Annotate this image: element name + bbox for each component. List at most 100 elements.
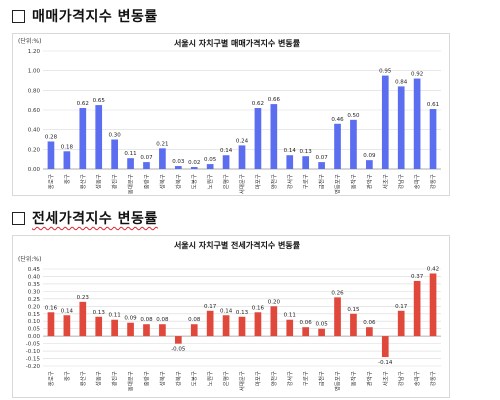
sale-y-tick-label: 0.20 (28, 147, 41, 153)
jeonse-x-tick-label: 동작구 (350, 371, 357, 386)
sale-x-tick-label: 강북구 (175, 174, 182, 189)
jeonse-y-tick-label: 0.45 (28, 267, 41, 273)
sale-bar (222, 155, 230, 169)
sale-x-tick-label: 도봉구 (191, 174, 198, 189)
sale-x-tick-label: 중랑구 (143, 174, 150, 189)
jeonse-data-label: 0.17 (204, 304, 217, 310)
jeonse-data-label: 0.13 (93, 310, 106, 316)
sale-bar (190, 167, 198, 169)
jeonse-data-label: 0.42 (427, 266, 439, 272)
sale-bar (159, 148, 166, 169)
sale-data-label: 0.05 (204, 157, 217, 163)
sale-y-tick-label: 0.40 (28, 128, 41, 134)
sale-data-label: 0.07 (315, 155, 328, 161)
sale-y-tick-label: 1.20 (28, 49, 41, 55)
jeonse-x-tick-label: 마포구 (254, 371, 262, 386)
jeonse-y-tick-label: -0.10 (26, 349, 41, 355)
jeonse-chart-frame: 서울시 자치구별 전세가격지수 변동률 (단위:%) -0.20 -0.15 -0.10… (12, 235, 450, 398)
sale-chart-title: 서울시 자치구별 매매가격지수 변동률 (174, 38, 301, 48)
sale-bar (397, 86, 405, 169)
sale-x-tick-label: 서초구 (381, 174, 389, 189)
jeonse-bar (127, 322, 134, 337)
jeonse-data-label: 0.08 (156, 317, 169, 323)
sale-bar (127, 158, 134, 169)
jeonse-x-tick-label: 양천구 (270, 371, 278, 386)
jeonse-x-tick-label: 송파구 (413, 371, 421, 386)
sale-chart-svg: 서울시 자치구별 매매가격지수 변동률 (단위:%) 0.00 0.20 0.40 0.6… (18, 37, 441, 194)
sale-x-tick-label: 서대문구 (238, 174, 246, 194)
sale-bar (111, 139, 118, 169)
sale-bar (286, 155, 294, 169)
jeonse-y-tick-label: -0.15 (26, 357, 41, 363)
jeonse-data-label: 0.14 (220, 308, 233, 314)
sale-data-label: 0.62 (252, 101, 264, 107)
jeonse-x-tick-label: 영등포구 (334, 371, 342, 391)
sale-data-label: 0.14 (220, 148, 233, 154)
jeonse-y-tick-label: -0.05 (26, 342, 41, 348)
jeonse-data-label: 0.16 (252, 305, 265, 311)
jeonse-data-label: 0.11 (284, 313, 296, 319)
sale-data-label: 0.50 (347, 113, 360, 119)
sale-x-tick-label: 양천구 (270, 174, 278, 189)
sale-bar (79, 108, 87, 169)
sale-y-tick-label: 0.60 (28, 108, 41, 114)
jeonse-x-tick-label: 성동구 (95, 371, 103, 386)
jeonse-y-tick-label: 0.35 (28, 282, 41, 288)
sale-data-label: 0.92 (411, 72, 423, 78)
sale-x-tick-label: 성북구 (158, 174, 166, 189)
jeonse-data-label: 0.17 (395, 304, 408, 310)
jeonse-bar (159, 324, 166, 337)
jeonse-data-label: 0.06 (363, 320, 376, 326)
jeonse-bar (238, 316, 246, 337)
sale-bar (206, 164, 214, 169)
sale-y-tick-label: 0.00 (28, 167, 41, 173)
sale-section-heading: 매매가격지수 변동률 (12, 6, 158, 26)
jeonse-y-tick-label: 0.20 (28, 304, 41, 310)
jeonse-data-label: 0.14 (61, 308, 74, 314)
jeonse-y-tick-label: 0.25 (28, 297, 41, 303)
jeonse-x-tick-label: 동대문구 (127, 371, 135, 391)
sale-x-tick-label: 동대문구 (127, 174, 135, 194)
sale-y-tick-label: 0.80 (28, 88, 41, 94)
sale-data-label: 0.65 (93, 98, 106, 104)
sale-data-label: 0.46 (331, 117, 344, 123)
jeonse-bar (63, 315, 71, 337)
sale-bar (334, 123, 341, 169)
jeonse-data-label: 0.08 (188, 317, 201, 323)
sale-data-label: 0.18 (61, 144, 74, 150)
sale-x-tick-label: 노원구 (206, 174, 214, 189)
jeonse-y-tick-label: -0.20 (26, 364, 41, 370)
sale-bar (63, 151, 71, 169)
sale-x-tick-label: 관악구 (365, 174, 373, 189)
sale-x-tick-label: 용산구 (79, 174, 87, 189)
sale-x-tick-label: 광진구 (111, 174, 119, 189)
jeonse-data-label: 0.05 (315, 322, 328, 328)
jeonse-x-tick-label: 강동구 (430, 371, 437, 386)
sale-bar (429, 109, 437, 169)
sale-bar (95, 105, 103, 169)
sale-x-tick-label: 성동구 (95, 174, 103, 189)
jeonse-data-label: 0.23 (77, 295, 90, 301)
sale-data-label: 0.95 (379, 69, 392, 75)
sale-data-label: 0.61 (427, 102, 439, 108)
jeonse-x-tick-label: 용산구 (79, 371, 87, 386)
sale-x-tick-label: 송파구 (413, 174, 421, 189)
sale-bar (238, 145, 246, 169)
jeonse-x-tick-label: 금천구 (318, 371, 326, 386)
sale-data-label: 0.11 (124, 151, 136, 157)
jeonse-x-tick-label: 광진구 (111, 371, 119, 386)
jeonse-data-label: 0.15 (347, 307, 360, 313)
sale-bar (270, 104, 278, 169)
sale-bar (381, 75, 389, 169)
jeonse-bar (95, 316, 103, 337)
sale-x-tick-label: 영등포구 (334, 174, 342, 194)
sale-y-tick-label: 1.00 (28, 69, 41, 75)
jeonse-bar (350, 313, 357, 337)
jeonse-y-tick-label: 0.05 (28, 327, 41, 333)
jeonse-x-tick-label: 은평구 (223, 371, 230, 386)
jeonse-bar (381, 336, 389, 358)
sale-bar (254, 108, 262, 169)
jeonse-unit-label: (단위:%) (18, 255, 41, 263)
sale-chart-frame: 서울시 자치구별 매매가격지수 변동률 (단위:%) 0.00 0.20 0.40 0.6… (12, 33, 450, 196)
jeonse-bar (222, 315, 230, 337)
